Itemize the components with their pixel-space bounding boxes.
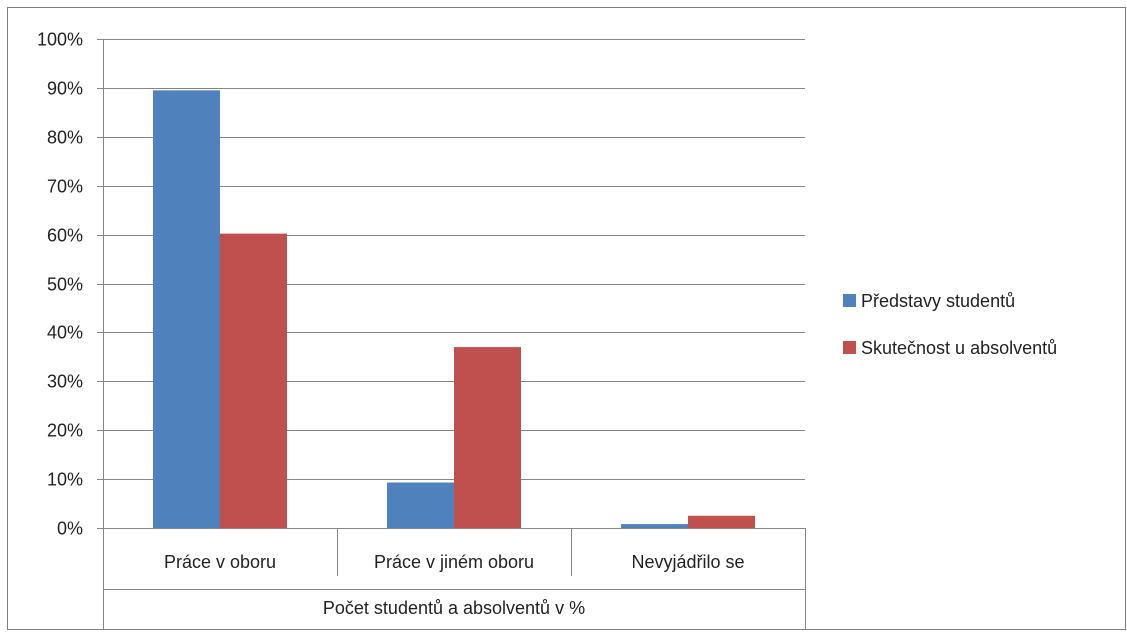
y-tick-label: 10%: [47, 470, 83, 490]
bar: [454, 347, 521, 528]
y-axis-ticks: 0% 10% 20% 30% 40% 50% 60% 70% 80% 90% 100%: [37, 30, 103, 539]
bar: [621, 524, 688, 528]
y-tick-label: 0%: [57, 519, 83, 539]
legend-swatch: [843, 341, 856, 354]
y-tick-label: 30%: [47, 372, 83, 392]
legend-label: Představy studentů: [861, 291, 1015, 311]
x-category-label: Nevyjádřilo se: [631, 552, 744, 572]
x-category-label: Práce v jiném oboru: [374, 552, 534, 572]
x-axis-labels: Práce v oboru Práce v jiném oboru Nevyjádř…: [164, 552, 745, 572]
y-tick-label: 80%: [47, 128, 83, 148]
y-tick-label: 40%: [47, 323, 83, 343]
x-category-label: Práce v oboru: [164, 552, 276, 572]
y-tick-label: 100%: [37, 30, 83, 50]
axes: [103, 39, 806, 630]
bar: [220, 233, 287, 528]
y-tick-label: 50%: [47, 275, 83, 295]
legend: Představy studentů Skutečnost u absolvent…: [843, 291, 1057, 358]
bar: [387, 482, 454, 528]
y-tick-label: 70%: [47, 177, 83, 197]
bar: [688, 515, 755, 528]
y-tick-label: 60%: [47, 226, 83, 246]
legend-swatch: [843, 294, 856, 307]
y-tick-label: 20%: [47, 421, 83, 441]
y-tick-label: 90%: [47, 79, 83, 99]
legend-label: Skutečnost u absolventů: [861, 338, 1057, 358]
bar: [153, 90, 220, 528]
bars: [153, 90, 755, 528]
x-axis-group-label: Počet studentů a absolventů v %: [323, 598, 585, 618]
